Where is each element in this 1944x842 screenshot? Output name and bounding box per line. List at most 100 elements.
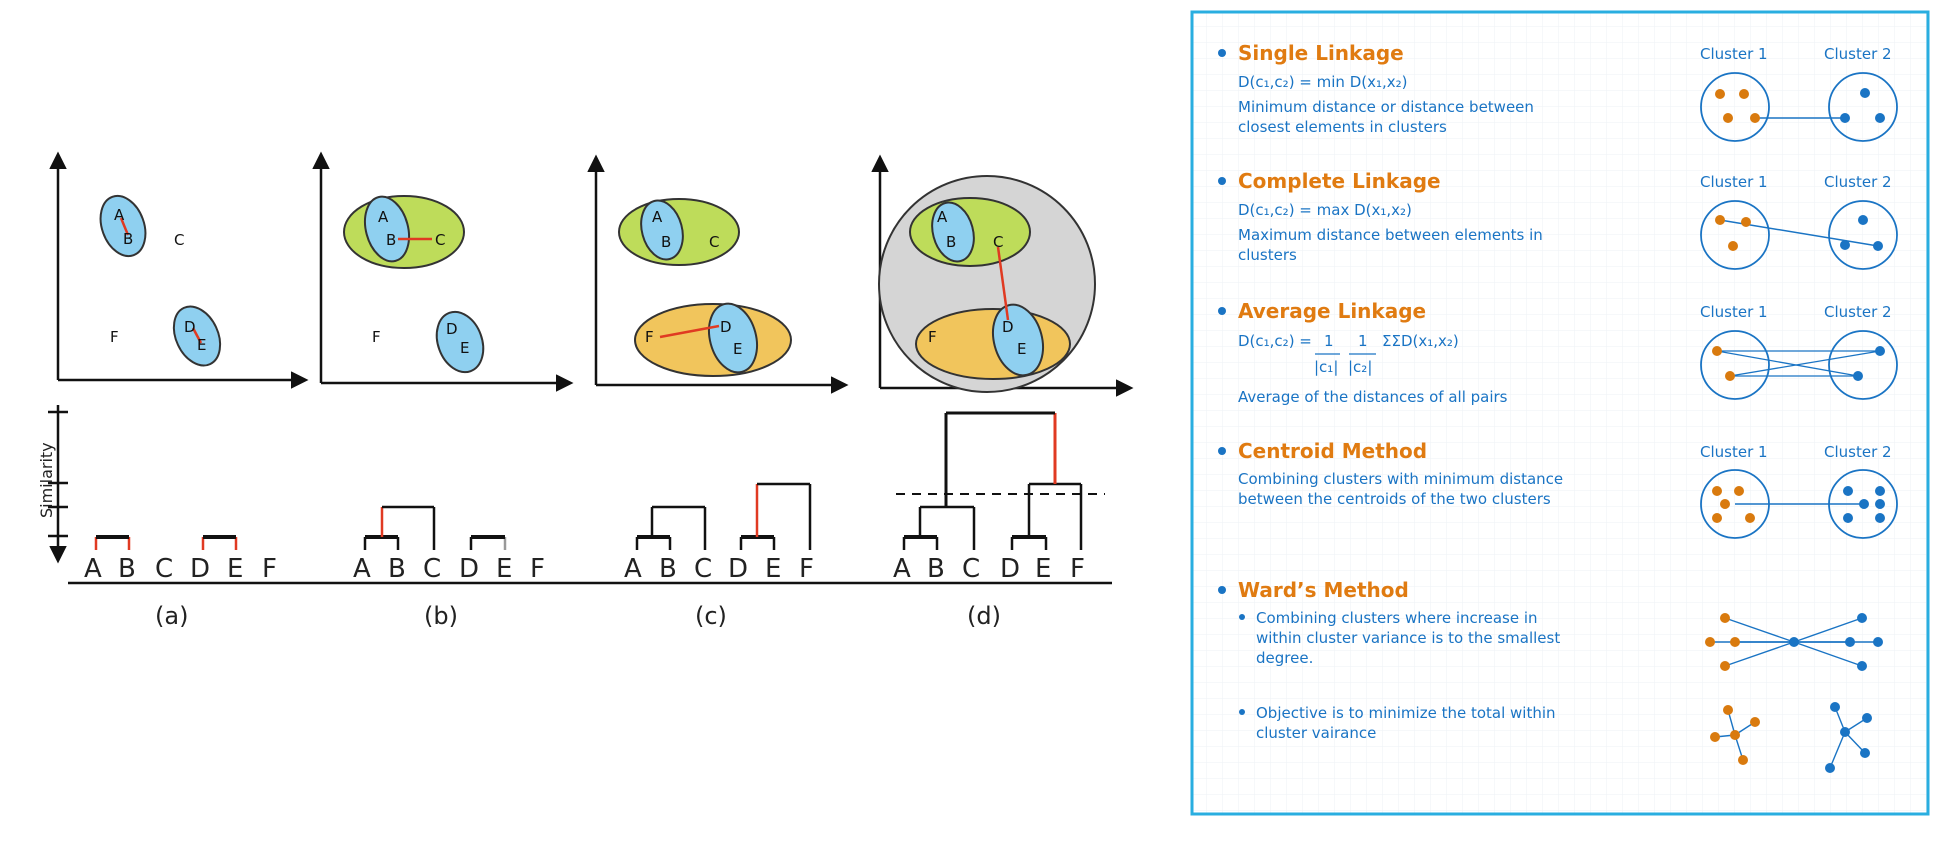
method-title: Ward’s Method	[1238, 578, 1409, 602]
method-desc-line: degree.	[1256, 649, 1313, 667]
point-label: C	[993, 233, 1003, 251]
leaf-label: E	[496, 554, 512, 584]
leaf-label: E	[227, 554, 243, 584]
method-desc-line: between the centroids of the two cluster…	[1238, 490, 1551, 508]
clustering-svg: A B C D E F A B C D E F A B C D E F	[37, 151, 1134, 630]
panel-label-c: (c)	[695, 602, 727, 630]
dendrogram-d-leaves: A B C D E F	[893, 554, 1085, 584]
point-label: B	[946, 233, 956, 251]
panel-border	[1190, 10, 1930, 816]
point-label: C	[174, 231, 184, 249]
method-title: Average Linkage	[1238, 299, 1426, 323]
method-average-linkage: Average Linkage D(c₁,c₂) = 1 |c₁| 1 |c₂|…	[1218, 299, 1898, 406]
method-formula: D(c₁,c₂) = max D(x₁,x₂)	[1238, 201, 1412, 219]
point-label: A	[378, 208, 389, 226]
linkage-svg: Single Linkage D(c₁,c₂) = min D(x₁,x₂) M…	[1190, 10, 1930, 816]
method-desc-line: Combining clusters with minimum distance	[1238, 470, 1563, 488]
point-label: D	[446, 320, 458, 338]
point-label: B	[123, 230, 133, 248]
point-label: D	[720, 318, 732, 336]
cluster-2-circle	[1828, 200, 1898, 270]
point-label: C	[709, 233, 719, 251]
leaf-label: A	[624, 554, 642, 584]
point-label: A	[652, 208, 663, 226]
method-desc-line: Maximum distance between elements in	[1238, 226, 1543, 244]
formula-sum: ΣΣD(x₁,x₂)	[1382, 332, 1459, 350]
dendrogram-d	[896, 411, 1105, 550]
method-formula-prefix: D(c₁,c₂) =	[1238, 332, 1312, 350]
method-title: Centroid Method	[1238, 439, 1427, 463]
leaf-label: D	[728, 554, 748, 584]
dendrogram-a-leaves: A B C D E F	[84, 554, 277, 584]
point-label: D	[184, 318, 196, 336]
point-label: B	[386, 231, 396, 249]
dendrogram-a	[94, 535, 238, 550]
point-label: F	[645, 328, 654, 346]
method-desc-line: clusters	[1238, 246, 1297, 264]
point-label: B	[661, 233, 671, 251]
method-desc-line: within cluster variance is to the smalle…	[1256, 629, 1560, 647]
point-label: E	[460, 339, 469, 357]
leaf-label: A	[84, 554, 102, 584]
panel-label-b: (b)	[424, 602, 458, 630]
dendrogram-c-leaves: A B C D E F	[624, 554, 814, 584]
ward-merge-diagram	[1705, 613, 1883, 671]
point-label: A	[937, 208, 948, 226]
cluster-2-label: Cluster 2	[1824, 173, 1892, 191]
cluster-1-circle	[1700, 72, 1770, 142]
point-label: D	[1002, 318, 1014, 336]
cluster-1-label: Cluster 1	[1700, 443, 1768, 461]
leaf-label: F	[799, 554, 814, 584]
leaf-label: D	[190, 554, 210, 584]
leaf-label: C	[694, 554, 712, 584]
leaf-label: F	[1070, 554, 1085, 584]
leaf-label: B	[659, 554, 677, 584]
point-label: E	[1017, 340, 1026, 358]
leaf-label: D	[1000, 554, 1020, 584]
fraction-denominator: |c₁|	[1314, 358, 1338, 376]
cluster-2-circle	[1828, 330, 1898, 400]
method-formula: D(c₁,c₂) = min D(x₁,x₂)	[1238, 73, 1408, 91]
cluster-2-label: Cluster 2	[1824, 443, 1892, 461]
point-label: F	[928, 328, 937, 346]
leaf-label: E	[765, 554, 781, 584]
method-complete-linkage: Complete Linkage D(c₁,c₂) = max D(x₁,x₂)…	[1218, 169, 1898, 270]
point-label: C	[435, 231, 445, 249]
leaf-label: F	[530, 554, 545, 584]
method-title: Complete Linkage	[1238, 169, 1441, 193]
scatter-panel-a: A B C D E F	[49, 151, 309, 389]
leaf-label: B	[118, 554, 136, 584]
fraction-numerator: 1	[1324, 332, 1334, 350]
cluster-1-circle	[1700, 330, 1770, 400]
method-desc-line: Objective is to minimize the total withi…	[1256, 704, 1556, 722]
cluster-2-label: Cluster 2	[1824, 303, 1892, 321]
leaf-label: E	[1035, 554, 1051, 584]
method-desc-line: Average of the distances of all pairs	[1238, 388, 1508, 406]
panel-label-d: (d)	[967, 602, 1001, 630]
leaf-label: D	[459, 554, 479, 584]
cluster-2-circle	[1828, 72, 1898, 142]
point-label: E	[197, 336, 206, 354]
point-label: A	[114, 206, 125, 224]
similarity-label: Similarity	[37, 442, 56, 518]
similarity-axis: Similarity	[37, 405, 68, 564]
cluster-1-label: Cluster 1	[1700, 303, 1768, 321]
dendrogram-c	[635, 482, 812, 550]
leaf-label: B	[388, 554, 406, 584]
leaf-label: A	[353, 554, 371, 584]
method-desc-line: Minimum distance or distance between	[1238, 98, 1534, 116]
panel-label-a: (a)	[155, 602, 188, 630]
method-desc-line: closest elements in clusters	[1238, 118, 1447, 136]
leaf-label: C	[423, 554, 441, 584]
fraction-denominator: |c₂|	[1348, 358, 1372, 376]
method-desc-line: cluster vairance	[1256, 724, 1376, 742]
scatter-panel-c: A B C D E F	[587, 154, 849, 394]
leaf-label: A	[893, 554, 911, 584]
leaf-label: C	[962, 554, 980, 584]
linkage-methods-panel: Single Linkage D(c₁,c₂) = min D(x₁,x₂) M…	[1190, 10, 1930, 816]
scatter-panel-d: A B C D E F	[871, 154, 1134, 397]
leaf-label: B	[927, 554, 945, 584]
method-single-linkage: Single Linkage D(c₁,c₂) = min D(x₁,x₂) M…	[1218, 41, 1898, 142]
point-label: E	[733, 340, 742, 358]
cluster-2-label: Cluster 2	[1824, 45, 1892, 63]
